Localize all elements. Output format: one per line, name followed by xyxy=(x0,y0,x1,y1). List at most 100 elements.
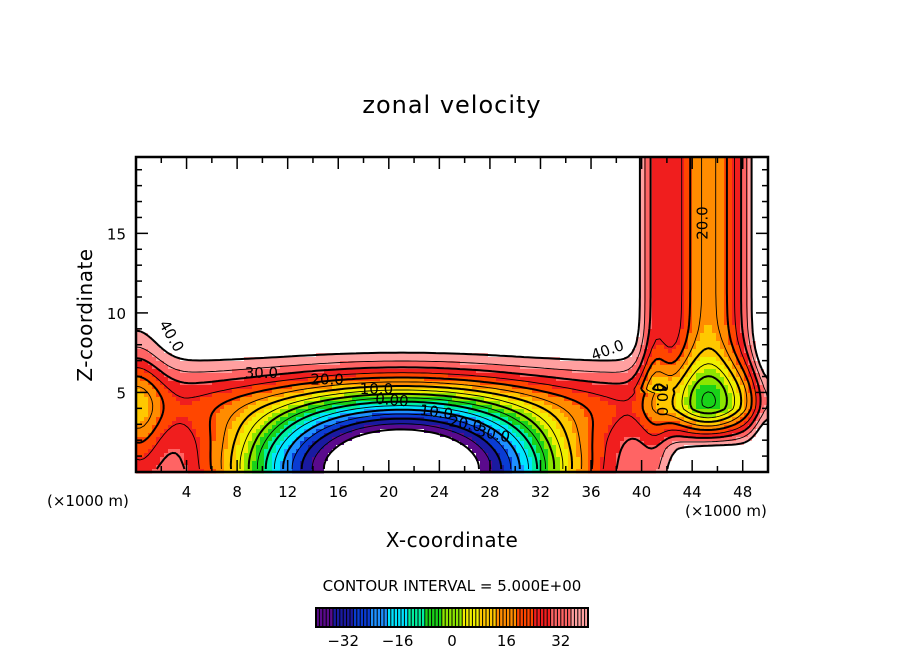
field-cell xyxy=(148,257,153,262)
field-cell xyxy=(620,261,625,266)
field-cell xyxy=(700,225,705,230)
field-cell xyxy=(700,185,705,190)
field-cell xyxy=(748,185,753,190)
field-cell xyxy=(424,181,429,186)
field-cell xyxy=(556,201,561,206)
field-cell xyxy=(536,237,541,242)
field-cell xyxy=(180,205,185,210)
field-cell xyxy=(540,261,545,266)
field-cell xyxy=(412,165,417,170)
field-cell xyxy=(620,181,625,186)
field-cell xyxy=(392,173,397,178)
field-cell xyxy=(640,245,645,250)
field-cell xyxy=(136,217,141,222)
field-cell xyxy=(484,181,489,186)
field-cell xyxy=(752,273,757,278)
field-cell xyxy=(160,261,165,266)
field-cell xyxy=(632,201,637,206)
field-cell xyxy=(528,245,533,250)
field-cell xyxy=(224,237,229,242)
field-cell xyxy=(280,213,285,218)
field-cell xyxy=(728,161,733,166)
field-cell xyxy=(408,185,413,190)
field-cell xyxy=(444,205,449,210)
field-cell xyxy=(516,181,521,186)
field-cell xyxy=(216,229,221,234)
field-cell xyxy=(704,169,709,174)
field-cell xyxy=(260,245,265,250)
field-cell xyxy=(672,177,677,182)
field-cell xyxy=(692,193,697,198)
field-cell xyxy=(452,173,457,178)
field-cell xyxy=(332,185,337,190)
field-cell xyxy=(564,189,569,194)
field-cell xyxy=(216,209,221,214)
field-cell xyxy=(620,189,625,194)
field-cell xyxy=(144,161,149,166)
field-cell xyxy=(764,257,769,262)
field-cell xyxy=(396,273,401,278)
field-cell xyxy=(304,229,309,234)
field-cell xyxy=(544,181,549,186)
field-cell xyxy=(280,257,285,262)
field-cell xyxy=(244,261,249,266)
field-cell xyxy=(312,281,317,286)
field-cell xyxy=(424,225,429,230)
field-cell xyxy=(512,229,517,234)
field-cell xyxy=(556,209,561,214)
field-cell xyxy=(260,205,265,210)
field-cell xyxy=(516,209,521,214)
field-cell xyxy=(444,257,449,262)
field-cell xyxy=(240,229,245,234)
field-cell xyxy=(392,249,397,254)
field-cell xyxy=(192,241,197,246)
field-cell xyxy=(164,165,169,170)
field-cell xyxy=(184,265,189,270)
field-cell xyxy=(760,157,765,162)
field-cell xyxy=(416,225,421,230)
field-cell xyxy=(224,169,229,174)
field-cell xyxy=(540,193,545,198)
field-cell xyxy=(544,197,549,202)
field-cell xyxy=(288,257,293,262)
field-cell xyxy=(504,261,509,266)
field-cell xyxy=(544,177,549,182)
field-cell xyxy=(412,225,417,230)
field-cell xyxy=(696,173,701,178)
field-cell xyxy=(728,173,733,178)
field-cell xyxy=(708,217,713,222)
field-cell xyxy=(508,273,513,278)
field-cell xyxy=(704,173,709,178)
field-cell xyxy=(484,265,489,270)
field-cell xyxy=(384,197,389,202)
field-cell xyxy=(616,181,621,186)
field-cell xyxy=(600,177,605,182)
field-cell xyxy=(268,173,273,178)
field-cell xyxy=(244,185,249,190)
field-cell xyxy=(612,209,617,214)
field-cell xyxy=(704,241,709,246)
field-cell xyxy=(668,233,673,238)
field-cell xyxy=(372,205,377,210)
field-cell xyxy=(480,281,485,286)
field-cell xyxy=(388,165,393,170)
field-cell xyxy=(716,181,721,186)
field-cell xyxy=(580,257,585,262)
field-cell xyxy=(512,253,517,258)
field-cell xyxy=(548,233,553,238)
field-cell xyxy=(336,185,341,190)
field-cell xyxy=(416,277,421,282)
field-cell xyxy=(352,245,357,250)
field-cell xyxy=(412,177,417,182)
field-cell xyxy=(736,269,741,274)
field-cell xyxy=(748,201,753,206)
field-cell xyxy=(524,273,529,278)
field-cell xyxy=(304,173,309,178)
field-cell xyxy=(740,185,745,190)
field-cell xyxy=(568,157,573,162)
field-cell xyxy=(516,273,521,278)
field-cell xyxy=(636,205,641,210)
field-cell xyxy=(288,273,293,278)
field-cell xyxy=(336,205,341,210)
field-cell xyxy=(608,189,613,194)
